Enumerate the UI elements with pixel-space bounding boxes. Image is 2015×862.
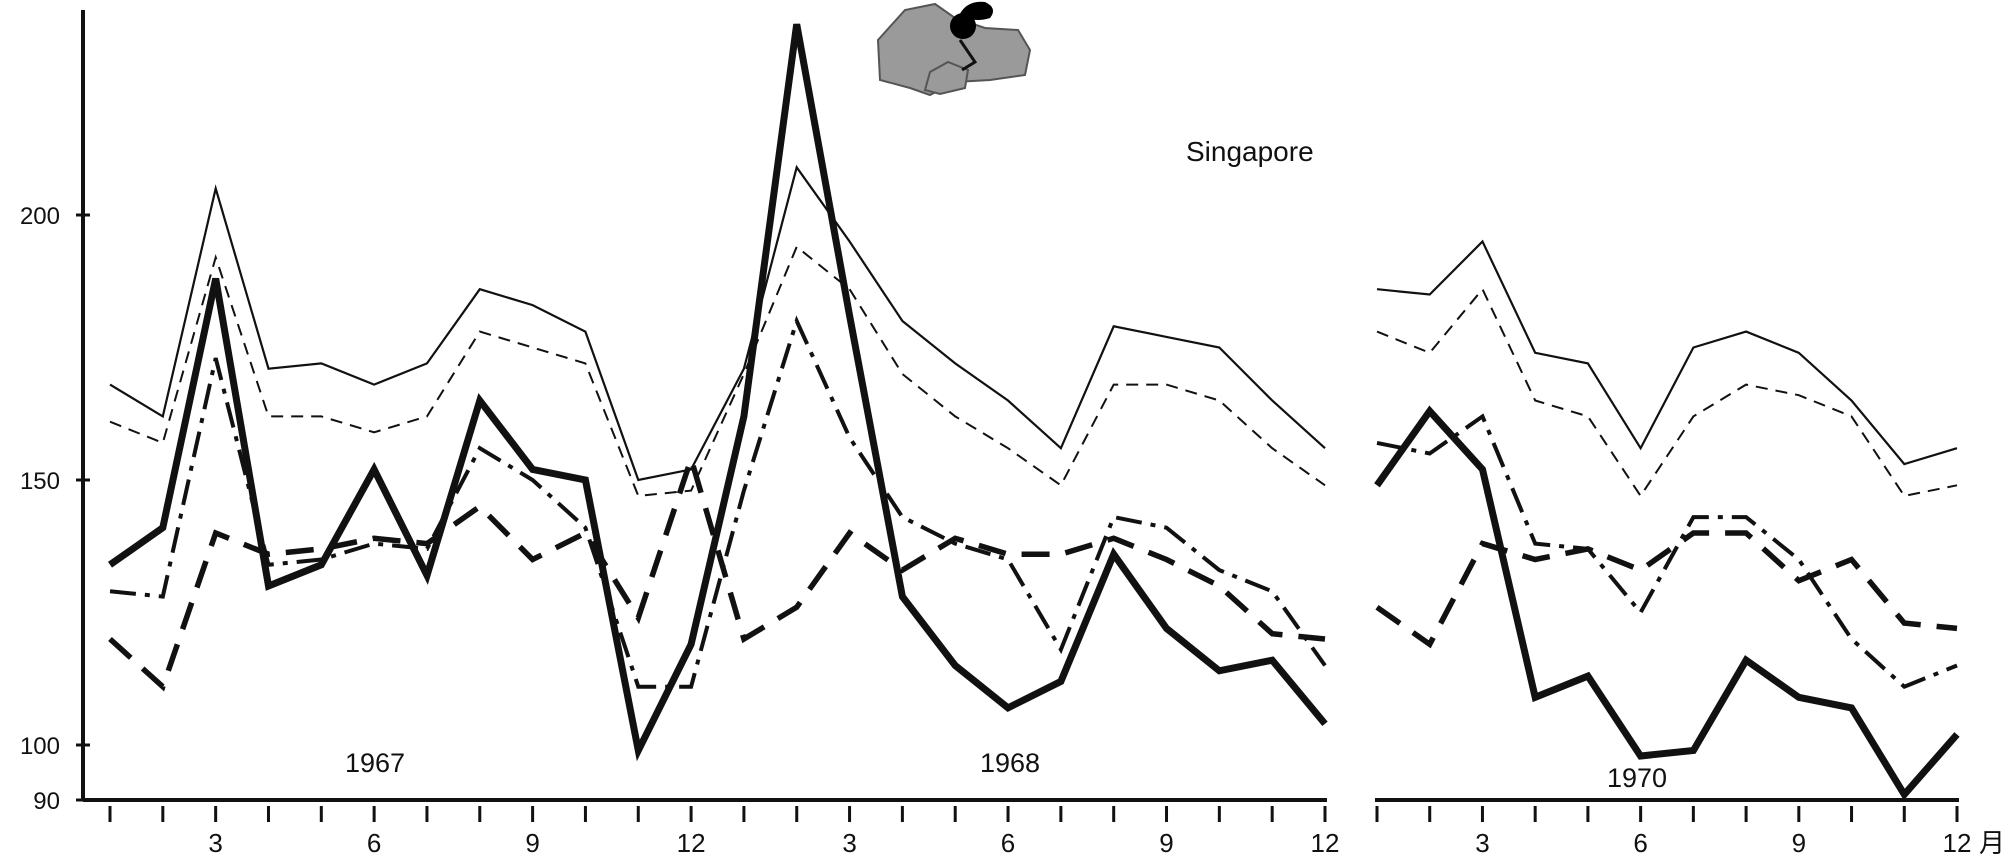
series-layer bbox=[107, 23, 1960, 801]
chart-title: Singapore bbox=[1186, 136, 1314, 167]
x-tick-label: 6 bbox=[367, 828, 381, 857]
x-tick-label: 3 bbox=[1475, 828, 1489, 857]
year-label: 1970 bbox=[1607, 763, 1667, 793]
series-line-thick-solid bbox=[1374, 405, 1960, 801]
series-line-dash-dot bbox=[1376, 413, 1958, 690]
year-label: 1968 bbox=[980, 748, 1040, 778]
x-tick-label: 3 bbox=[208, 828, 222, 857]
x-tick-label: 6 bbox=[1633, 828, 1647, 857]
y-tick-label: 150 bbox=[20, 468, 60, 495]
x-unit-label: 月 bbox=[1979, 828, 2005, 857]
series-line-thin-solid bbox=[1376, 239, 1958, 466]
x-tick-label: 12 bbox=[1311, 828, 1340, 857]
series-line-thick-dashed bbox=[1375, 530, 1958, 649]
series-line-thin-dashed bbox=[1376, 287, 1958, 498]
series-line-thin-dashed bbox=[109, 245, 1326, 497]
series-line-thick-solid bbox=[107, 23, 1328, 762]
y-tick-label: 200 bbox=[20, 203, 60, 230]
y-tick-label: 90 bbox=[33, 788, 60, 815]
year-label: 1967 bbox=[345, 748, 405, 778]
x-tick-label: 12 bbox=[677, 828, 706, 857]
axes bbox=[76, 10, 1959, 822]
x-tick-label: 9 bbox=[1792, 828, 1806, 857]
singapore-map-icon bbox=[876, 1, 1032, 97]
x-tick-label: 9 bbox=[525, 828, 539, 857]
y-tick-label: 100 bbox=[20, 733, 60, 760]
x-tick-label: 3 bbox=[842, 828, 856, 857]
series-line-thin-solid bbox=[109, 164, 1326, 482]
series-line-dash-dot bbox=[109, 315, 1327, 689]
x-tick-label: 6 bbox=[1001, 828, 1015, 857]
series-line-thick-dashed bbox=[108, 449, 1326, 692]
x-tick-label: 9 bbox=[1159, 828, 1173, 857]
x-tick-label: 12 bbox=[1943, 828, 1972, 857]
